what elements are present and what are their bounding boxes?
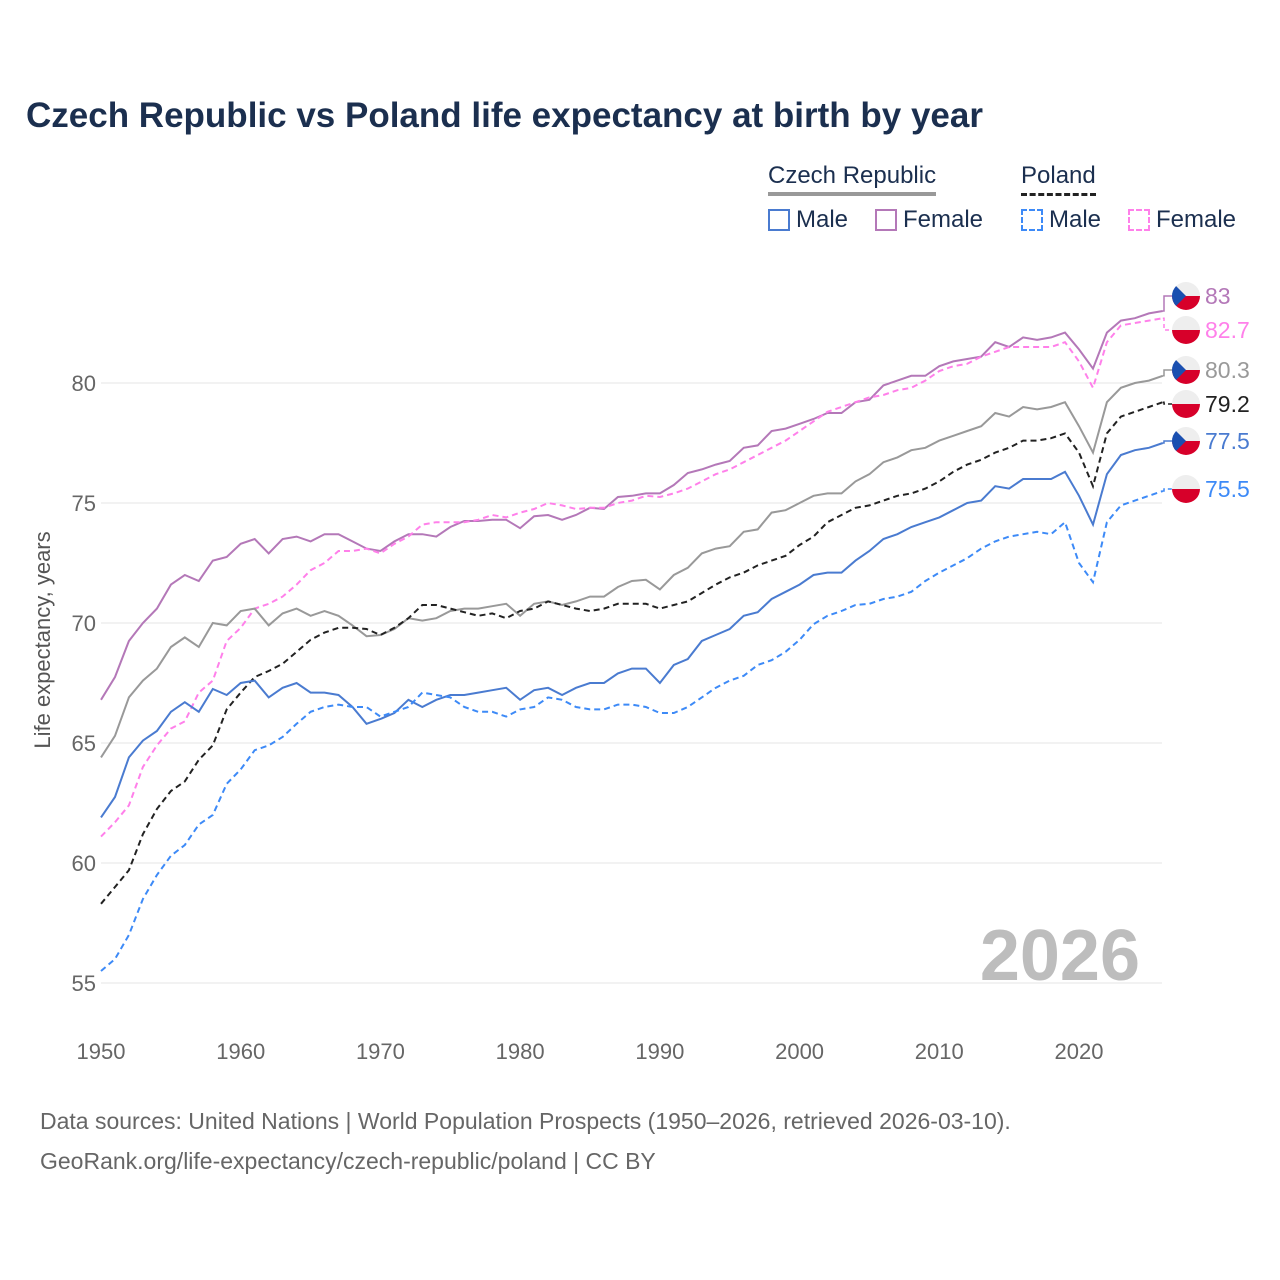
legend-cz-male[interactable]: Male xyxy=(768,206,848,234)
czech-flag-icon xyxy=(1172,356,1200,384)
series-line-poland-female xyxy=(100,317,1163,838)
legend-swatch xyxy=(875,209,897,231)
series-line-poland-male xyxy=(100,490,1164,972)
poland-flag-icon xyxy=(1172,475,1200,503)
legend-label: Male xyxy=(796,206,849,233)
legend-label: Male xyxy=(1049,206,1102,233)
legend-swatch xyxy=(768,209,790,231)
series-line-czech-republic xyxy=(100,374,1164,758)
x-tick-label: 1950 xyxy=(77,1039,126,1064)
legend-label: Female xyxy=(1156,206,1237,233)
y-tick-label: 60 xyxy=(72,851,96,876)
legend-pl-male[interactable]: Male xyxy=(1021,206,1101,234)
czech-flag-icon xyxy=(1172,282,1200,310)
label-connector xyxy=(1162,369,1172,377)
y-axis-label: Life expectancy, years xyxy=(30,531,55,748)
end-value-label: 75.5 xyxy=(1205,476,1250,502)
y-tick-label: 70 xyxy=(72,611,96,636)
series-line-czech-republic-male xyxy=(100,442,1164,818)
label-connector xyxy=(1162,401,1172,405)
legend-group-label: Poland xyxy=(1021,162,1096,189)
x-tick-label: 1970 xyxy=(356,1039,405,1064)
end-value-label: 83 xyxy=(1205,283,1231,309)
x-tick-label: 2010 xyxy=(915,1039,964,1064)
label-connector xyxy=(1162,488,1172,492)
legend-swatch xyxy=(1021,209,1043,231)
end-value-label: 77.5 xyxy=(1205,428,1250,454)
poland-flag-icon xyxy=(1172,390,1200,418)
legend-czech-line xyxy=(768,192,937,196)
source-line-2[interactable]: GeoRank.org/life-expectancy/czech-republ… xyxy=(40,1148,656,1174)
end-value-label: 82.7 xyxy=(1205,317,1250,343)
series-line-poland xyxy=(100,401,1164,905)
x-tick-label: 2020 xyxy=(1055,1039,1104,1064)
legend-label: Female xyxy=(903,206,984,233)
y-tick-label: 55 xyxy=(72,971,96,996)
x-tick-label: 1990 xyxy=(635,1039,684,1064)
end-value-label: 79.2 xyxy=(1205,391,1250,417)
label-connector xyxy=(1162,440,1172,444)
legend-swatch xyxy=(1128,209,1150,231)
label-connector xyxy=(1162,295,1172,312)
series-line-czech-republic-female xyxy=(100,310,1163,701)
source-line-1: Data sources: United Nations | World Pop… xyxy=(40,1108,1011,1134)
legend-pl-female[interactable]: Female xyxy=(1128,206,1236,234)
label-connector xyxy=(1162,317,1172,331)
year-watermark: 2026 xyxy=(979,916,1140,996)
y-tick-label: 75 xyxy=(72,491,96,516)
y-tick-label: 65 xyxy=(72,731,96,756)
legend-group-czech: Czech Republic xyxy=(768,162,937,196)
x-tick-label: 1980 xyxy=(496,1039,545,1064)
poland-flag-icon xyxy=(1172,316,1200,344)
legend-cz-female[interactable]: Female xyxy=(875,206,983,234)
legend-group-label: Czech Republic xyxy=(768,162,937,189)
y-tick-label: 80 xyxy=(72,371,96,396)
end-value-label: 80.3 xyxy=(1205,357,1250,383)
chart-title: Czech Republic vs Poland life expectancy… xyxy=(26,96,983,135)
x-tick-label: 2000 xyxy=(775,1039,824,1064)
czech-flag-icon xyxy=(1172,427,1200,455)
legend-poland-line xyxy=(1021,193,1096,196)
legend-group-poland: Poland xyxy=(1021,162,1096,196)
x-tick-label: 1960 xyxy=(216,1039,265,1064)
